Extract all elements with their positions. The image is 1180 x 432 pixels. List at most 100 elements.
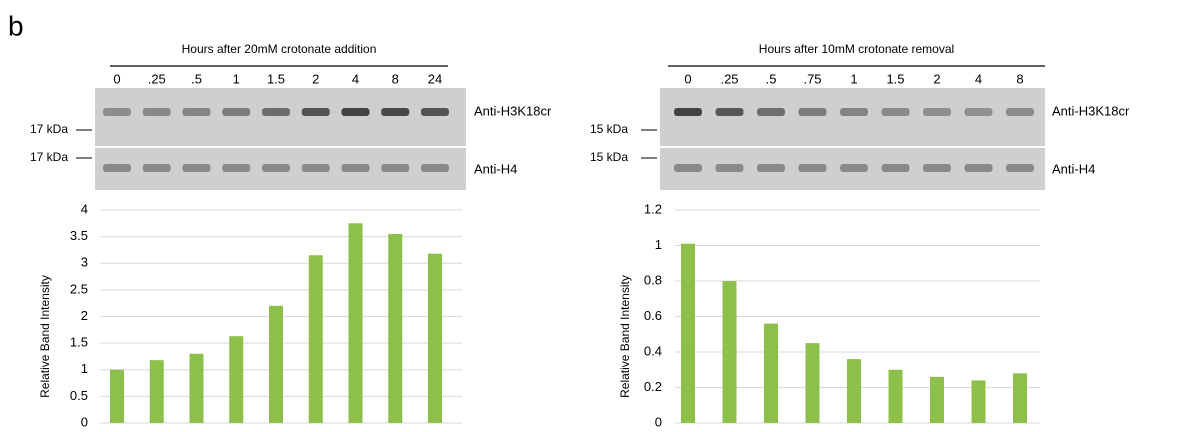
bar (150, 360, 164, 423)
blot-band (716, 108, 744, 116)
time-label: 1 (850, 71, 857, 86)
y-tick-label: 3 (81, 255, 88, 270)
blot-band (1006, 108, 1034, 116)
bar (309, 255, 323, 423)
y-tick-label: 2 (81, 308, 88, 323)
bar (388, 234, 402, 423)
y-tick-label: 0 (655, 414, 662, 429)
blot-band (840, 108, 868, 116)
time-label: 8 (392, 71, 399, 86)
bar (229, 336, 243, 423)
bar (681, 244, 695, 423)
time-label: 0 (684, 71, 691, 86)
blot-band (923, 108, 951, 116)
blot-band (183, 108, 211, 116)
blot-band (342, 108, 370, 116)
time-label: 1.5 (886, 71, 904, 86)
blot-band (103, 164, 131, 172)
blot-band (1006, 164, 1034, 172)
time-label: .75 (803, 71, 821, 86)
time-label: .25 (720, 71, 738, 86)
blot-band (674, 108, 702, 116)
figure: b Hours after 20mM crotonate addition0.2… (0, 0, 1180, 432)
time-label: .5 (191, 71, 202, 86)
y-tick-label: 0.8 (644, 272, 662, 287)
blot-band (965, 108, 993, 116)
blot-band (757, 164, 785, 172)
blot-band (183, 164, 211, 172)
blot-band (262, 108, 290, 116)
bar (190, 354, 204, 423)
time-label: 2 (933, 71, 940, 86)
blot-band (302, 164, 330, 172)
kda-marker: 17 kDa (30, 122, 68, 136)
y-tick-label: 0.6 (644, 308, 662, 323)
y-tick-label: 1 (81, 361, 88, 376)
blot-band (342, 164, 370, 172)
antibody-label: Anti-H4 (474, 161, 517, 176)
y-tick-label: 1.5 (70, 335, 88, 350)
bar (930, 377, 944, 423)
kda-marker: 17 kDa (30, 150, 68, 164)
blot-band (381, 108, 409, 116)
bar (110, 370, 124, 423)
blot-band (757, 108, 785, 116)
y-tick-label: 0.5 (70, 388, 88, 403)
bar (889, 370, 903, 423)
kda-marker: 15 kDa (590, 122, 628, 136)
time-label: .5 (766, 71, 777, 86)
antibody-label: Anti-H4 (1052, 161, 1095, 176)
blot-band (143, 108, 171, 116)
y-axis-label: Relative Band Intensity (618, 275, 632, 398)
bar (806, 343, 820, 423)
time-label: 2 (312, 71, 319, 86)
time-label: 0 (113, 71, 120, 86)
blot-band (799, 164, 827, 172)
bar (1013, 373, 1027, 423)
y-tick-label: 0.2 (644, 379, 662, 394)
blot-band (421, 108, 449, 116)
blot-band (840, 164, 868, 172)
y-axis-label: Relative Band Intensity (38, 275, 52, 398)
blot-image (660, 88, 1045, 146)
blot-band (674, 164, 702, 172)
y-tick-label: 4 (81, 201, 88, 216)
blot-title: Hours after 20mM crotonate addition (182, 42, 377, 56)
blot-band (923, 164, 951, 172)
bar (269, 306, 283, 423)
bar (972, 380, 986, 423)
time-label: 8 (1016, 71, 1023, 86)
blot-image (95, 88, 466, 146)
blot-band (965, 164, 993, 172)
blot-band (799, 108, 827, 116)
blot-band (716, 164, 744, 172)
panel-label: b (8, 10, 24, 41)
blot-band (421, 164, 449, 172)
time-label: 4 (352, 71, 359, 86)
bar (847, 359, 861, 423)
blot-band (882, 108, 910, 116)
blot-band (222, 108, 250, 116)
bar (723, 281, 737, 423)
y-tick-label: 1 (655, 237, 662, 252)
y-tick-label: 0.4 (644, 343, 662, 358)
blot-band (143, 164, 171, 172)
blot-band (381, 164, 409, 172)
blot-band (222, 164, 250, 172)
blot-band (103, 108, 131, 116)
time-label: 1 (233, 71, 240, 86)
time-label: 4 (975, 71, 982, 86)
bar (764, 324, 778, 423)
y-tick-label: 0 (81, 414, 88, 429)
kda-marker: 15 kDa (590, 150, 628, 164)
blot-title: Hours after 10mM crotonate removal (759, 42, 954, 56)
time-label: 24 (428, 71, 442, 86)
antibody-label: Anti-H3K18cr (474, 103, 552, 118)
blot-band (262, 164, 290, 172)
y-tick-label: 3.5 (70, 228, 88, 243)
time-label: .25 (148, 71, 166, 86)
y-tick-label: 1.2 (644, 201, 662, 216)
blot-band (302, 108, 330, 116)
time-label: 1.5 (267, 71, 285, 86)
blot-band (882, 164, 910, 172)
